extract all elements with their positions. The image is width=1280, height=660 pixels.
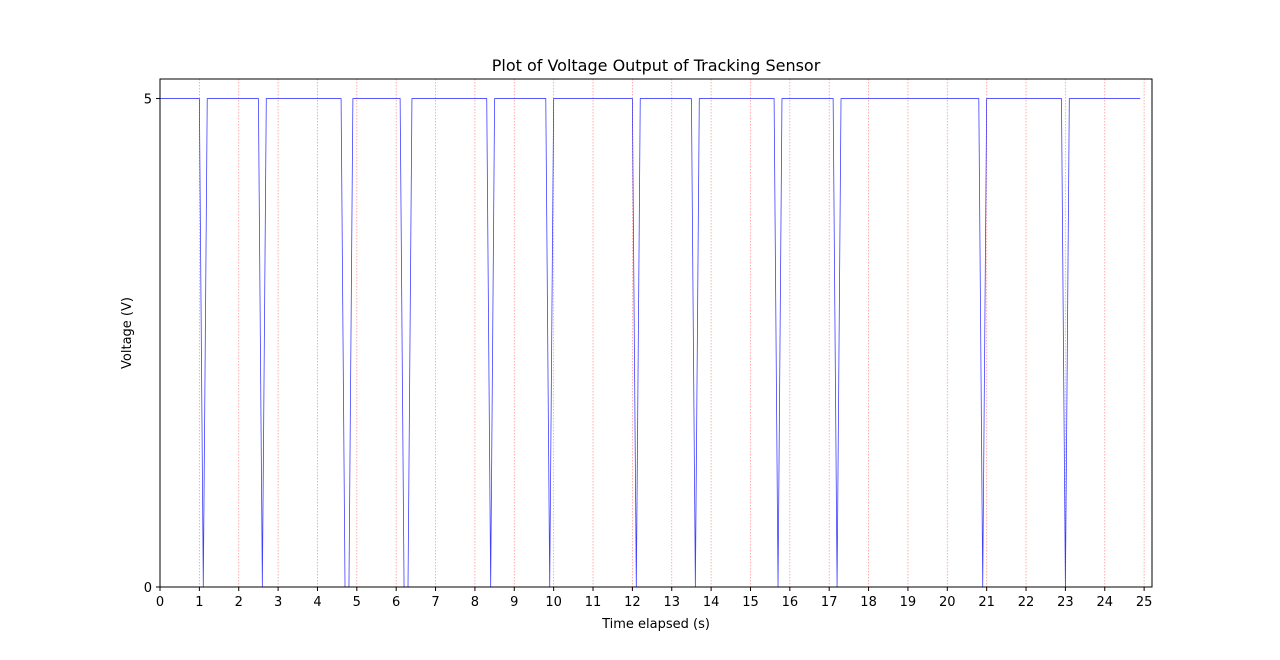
x-tick-label: 13: [663, 595, 680, 610]
x-tick-label: 16: [782, 595, 799, 610]
x-tick-label: 25: [1136, 595, 1153, 610]
x-tick-label: 7: [431, 595, 439, 610]
x-tick-label: 12: [624, 595, 641, 610]
x-tick-label: 3: [274, 595, 282, 610]
x-tick-label: 4: [313, 595, 321, 610]
x-tick-label: 20: [939, 595, 956, 610]
chart-title: Plot of Voltage Output of Tracking Senso…: [492, 56, 821, 75]
x-tick-label: 21: [978, 595, 995, 610]
x-tick-label: 22: [1018, 595, 1035, 610]
x-tick-label: 10: [545, 595, 562, 610]
x-tick-label: 9: [510, 595, 518, 610]
x-tick-label: 1: [195, 595, 203, 610]
x-tick-label: 11: [585, 595, 602, 610]
x-tick-label: 6: [392, 595, 400, 610]
x-tick-label: 2: [235, 595, 243, 610]
y-axis-ticks: 05: [144, 93, 160, 596]
x-tick-label: 8: [471, 595, 479, 610]
x-tick-label: 14: [703, 595, 720, 610]
series-layer: [160, 98, 1141, 588]
y-axis-label: Voltage (V): [120, 297, 135, 369]
grid-layer: [198, 79, 1145, 587]
x-tick-label: 15: [742, 595, 759, 610]
x-tick-label: 18: [860, 595, 877, 610]
x-axis-ticks: 0 1 2 3 4 5 6 7 8 9 10 11 12 13 14 15 16 17 18 19 20 21 22 23 24…: [156, 587, 1153, 610]
x-tick-label: 0: [156, 595, 164, 610]
x-axis-label: Time elapsed (s): [601, 617, 710, 632]
y-tick-label: 0: [144, 581, 152, 596]
x-tick-label: 19: [900, 595, 917, 610]
plot-frame: [159, 78, 1153, 588]
x-tick-label: 5: [353, 595, 361, 610]
x-tick-label: 17: [821, 595, 838, 610]
y-tick-label: 5: [144, 93, 152, 108]
voltage-series-line: [160, 98, 1141, 588]
x-tick-label: 24: [1096, 595, 1113, 610]
x-tick-label: 23: [1057, 595, 1074, 610]
